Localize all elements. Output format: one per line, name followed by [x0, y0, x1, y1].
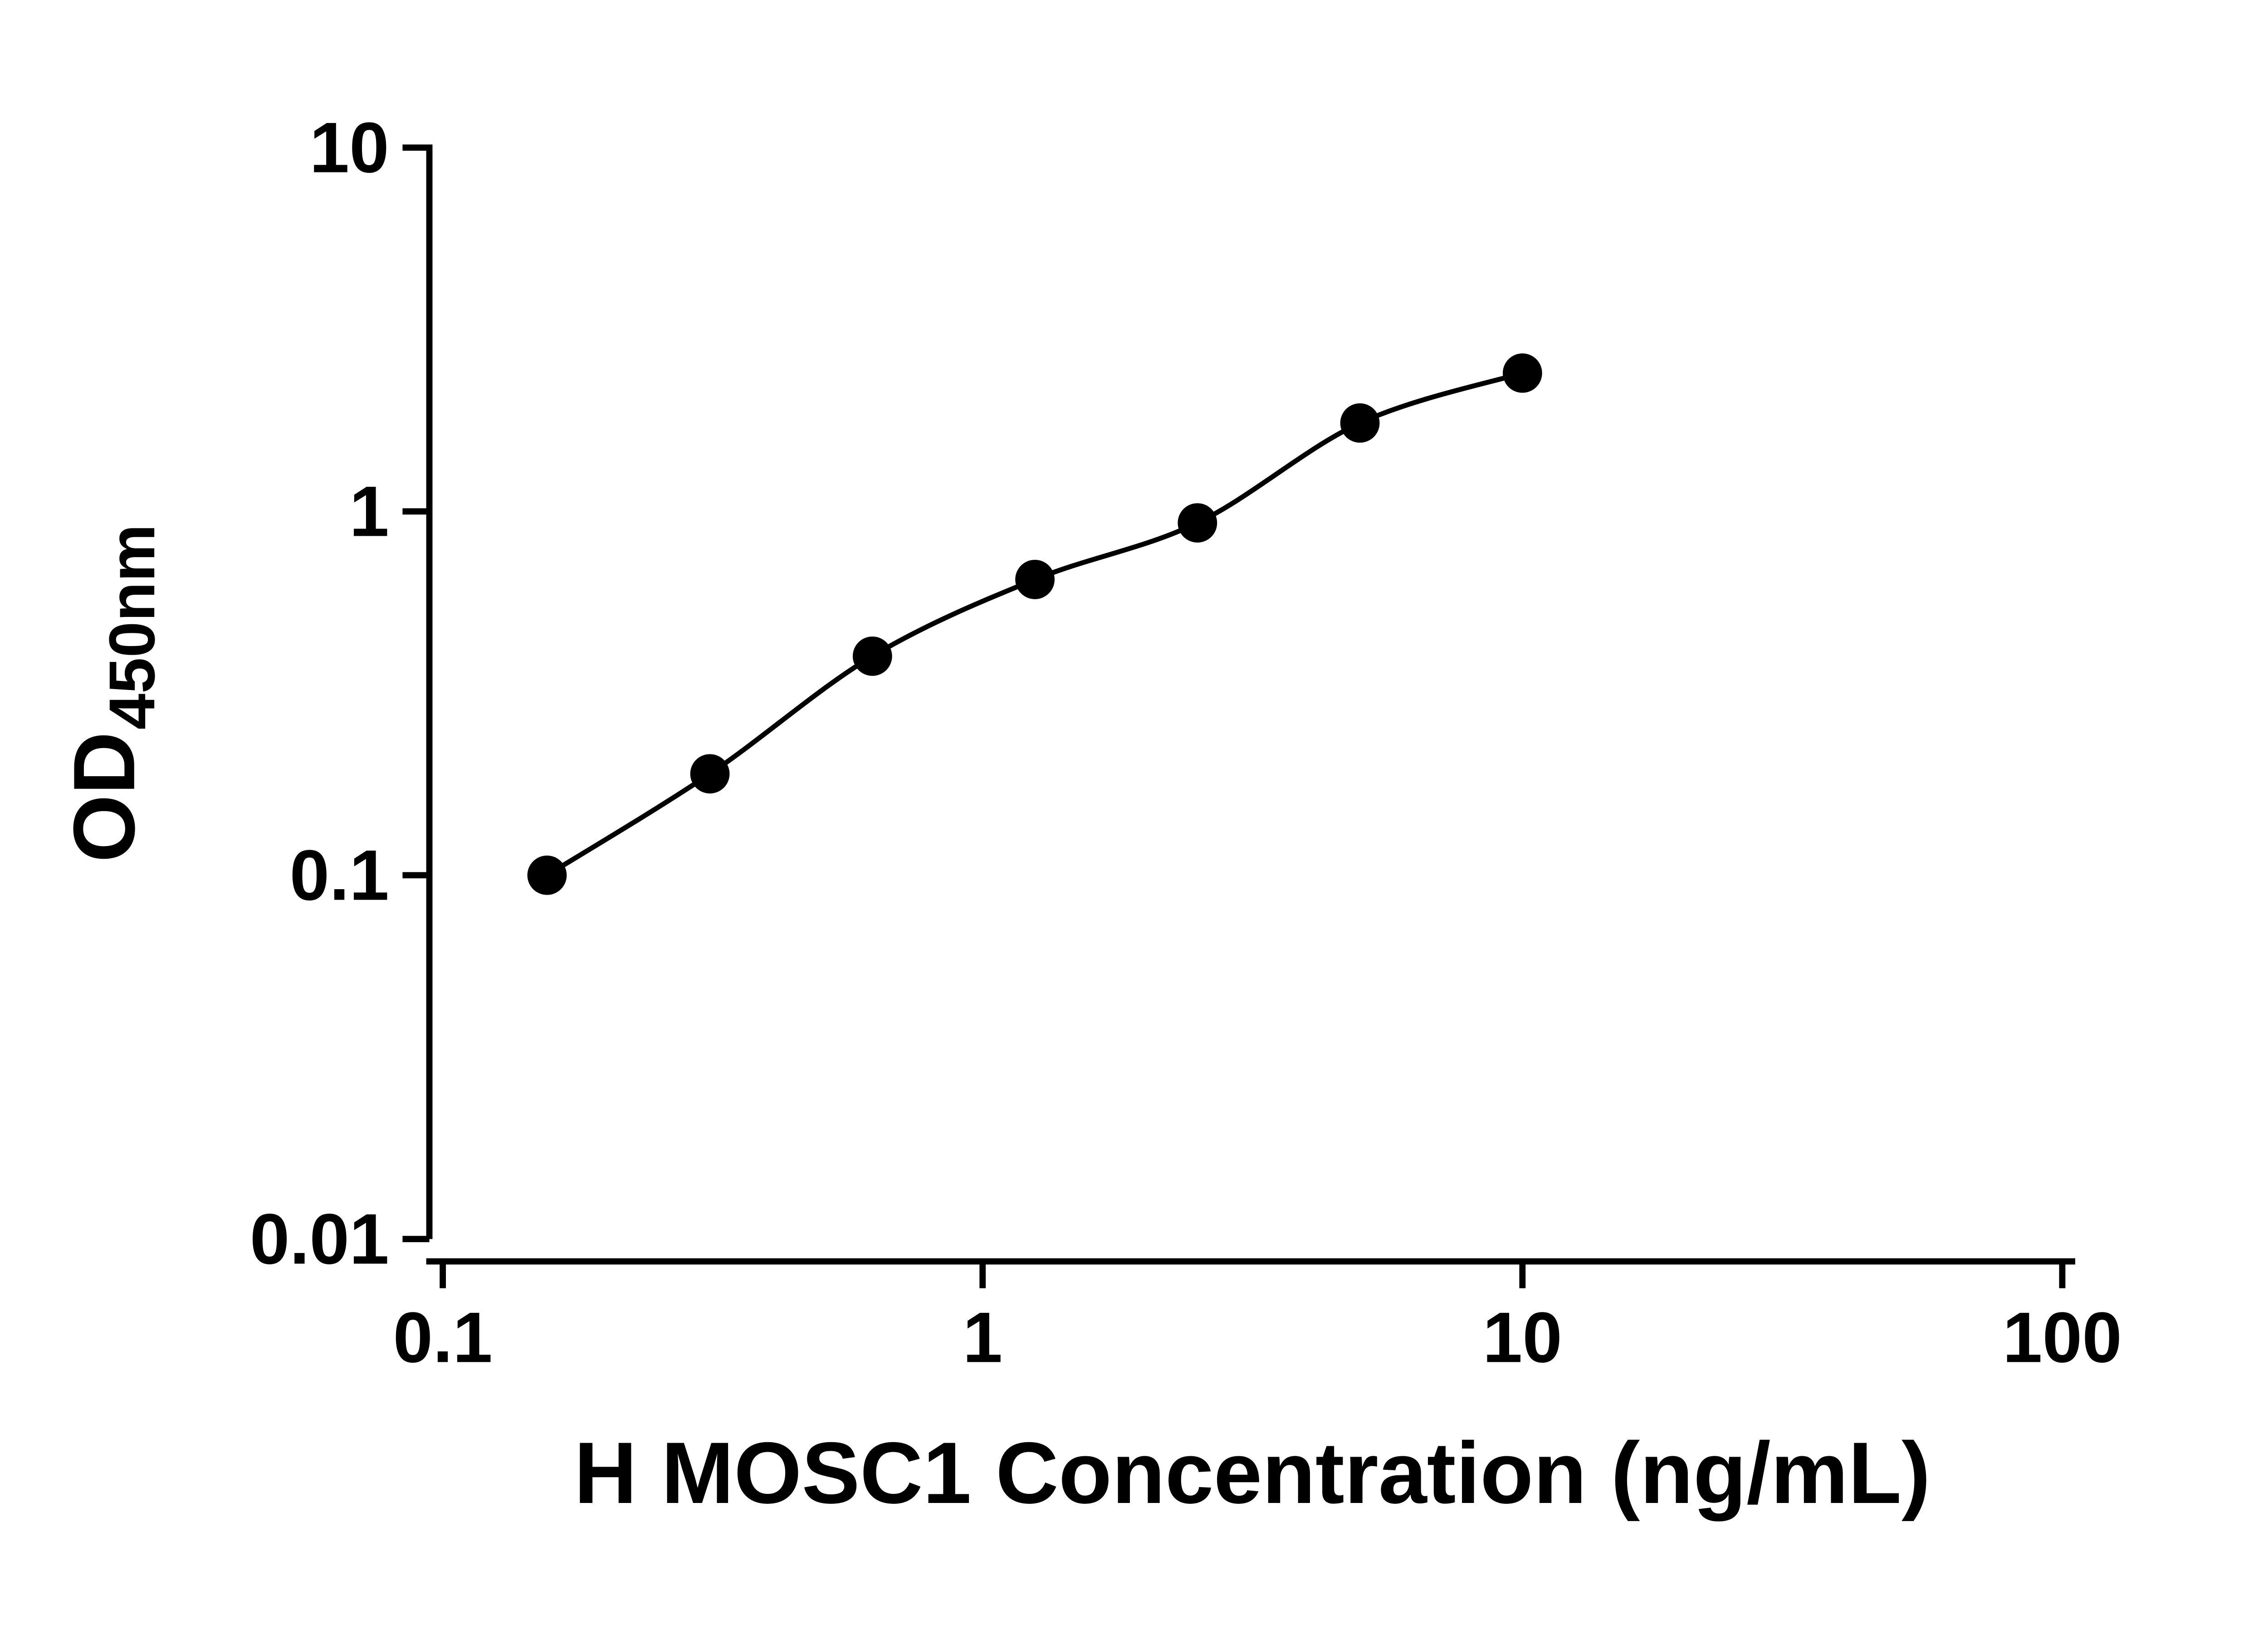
- x-tick-label: 0.1: [393, 1297, 492, 1377]
- fit-curve: [546, 371, 1523, 877]
- y-tick-label: 1: [349, 472, 389, 552]
- data-point: [1015, 559, 1055, 599]
- axes-group: [402, 144, 2076, 1288]
- y-tick-label: 0.1: [290, 835, 389, 915]
- y-axis-title-main: OD: [55, 732, 153, 862]
- x-tick-label: 1: [963, 1297, 1002, 1377]
- y-tick-label: 0.01: [250, 1199, 389, 1279]
- y-axis-title-subscript: 450nm: [96, 524, 168, 729]
- x-tick-label: 100: [2003, 1297, 2122, 1377]
- x-tick-label: 10: [1483, 1297, 1562, 1377]
- data-point: [1502, 353, 1542, 393]
- data-point: [1340, 403, 1380, 443]
- data-point: [1178, 503, 1217, 543]
- data-point: [852, 636, 892, 676]
- data-point: [690, 754, 730, 794]
- x-axis-title: H MOSC1 Concentration (ng/mL): [574, 1424, 1931, 1522]
- series-group: [527, 353, 1542, 895]
- data-point: [527, 855, 567, 895]
- y-tick-label: 10: [309, 108, 389, 188]
- y-axis-title: OD 450nm: [55, 524, 168, 862]
